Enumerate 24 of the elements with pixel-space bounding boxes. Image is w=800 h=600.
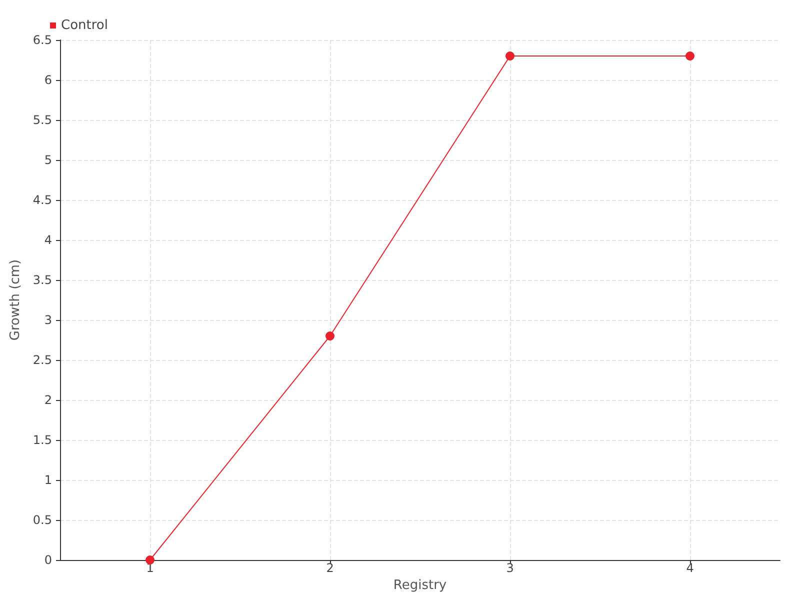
x-tick-label: 2 (326, 561, 334, 575)
y-tick-label: 6.5 (32, 33, 52, 47)
y-tick-label: 4.5 (32, 193, 52, 207)
y-tick-label: 0 (44, 553, 52, 567)
y-tick-label: 1 (44, 473, 52, 487)
y-tick-label: 4 (44, 233, 52, 247)
x-axis-title: Registry (393, 578, 447, 593)
y-tick-label: 0.5 (32, 513, 52, 527)
y-tick-label: 3.5 (32, 273, 52, 287)
y-tick-label: 1.5 (32, 433, 52, 447)
y-tick-label: 5 (44, 153, 52, 167)
legend-label: Control (61, 18, 108, 33)
y-tick-label: 6 (44, 73, 52, 87)
y-tick-label: 3 (44, 313, 52, 327)
point (146, 556, 154, 564)
point (506, 52, 514, 60)
y-axis-title: Growth (cm) (8, 259, 24, 341)
point (326, 332, 334, 340)
x-tick-label: 3 (506, 561, 514, 575)
point (686, 52, 694, 60)
y-tick-label: 2 (44, 393, 52, 407)
y-tick-label: 5.5 (32, 113, 52, 127)
y-tick-label: 2.5 (32, 353, 52, 367)
x-tick-label: 4 (686, 561, 694, 575)
